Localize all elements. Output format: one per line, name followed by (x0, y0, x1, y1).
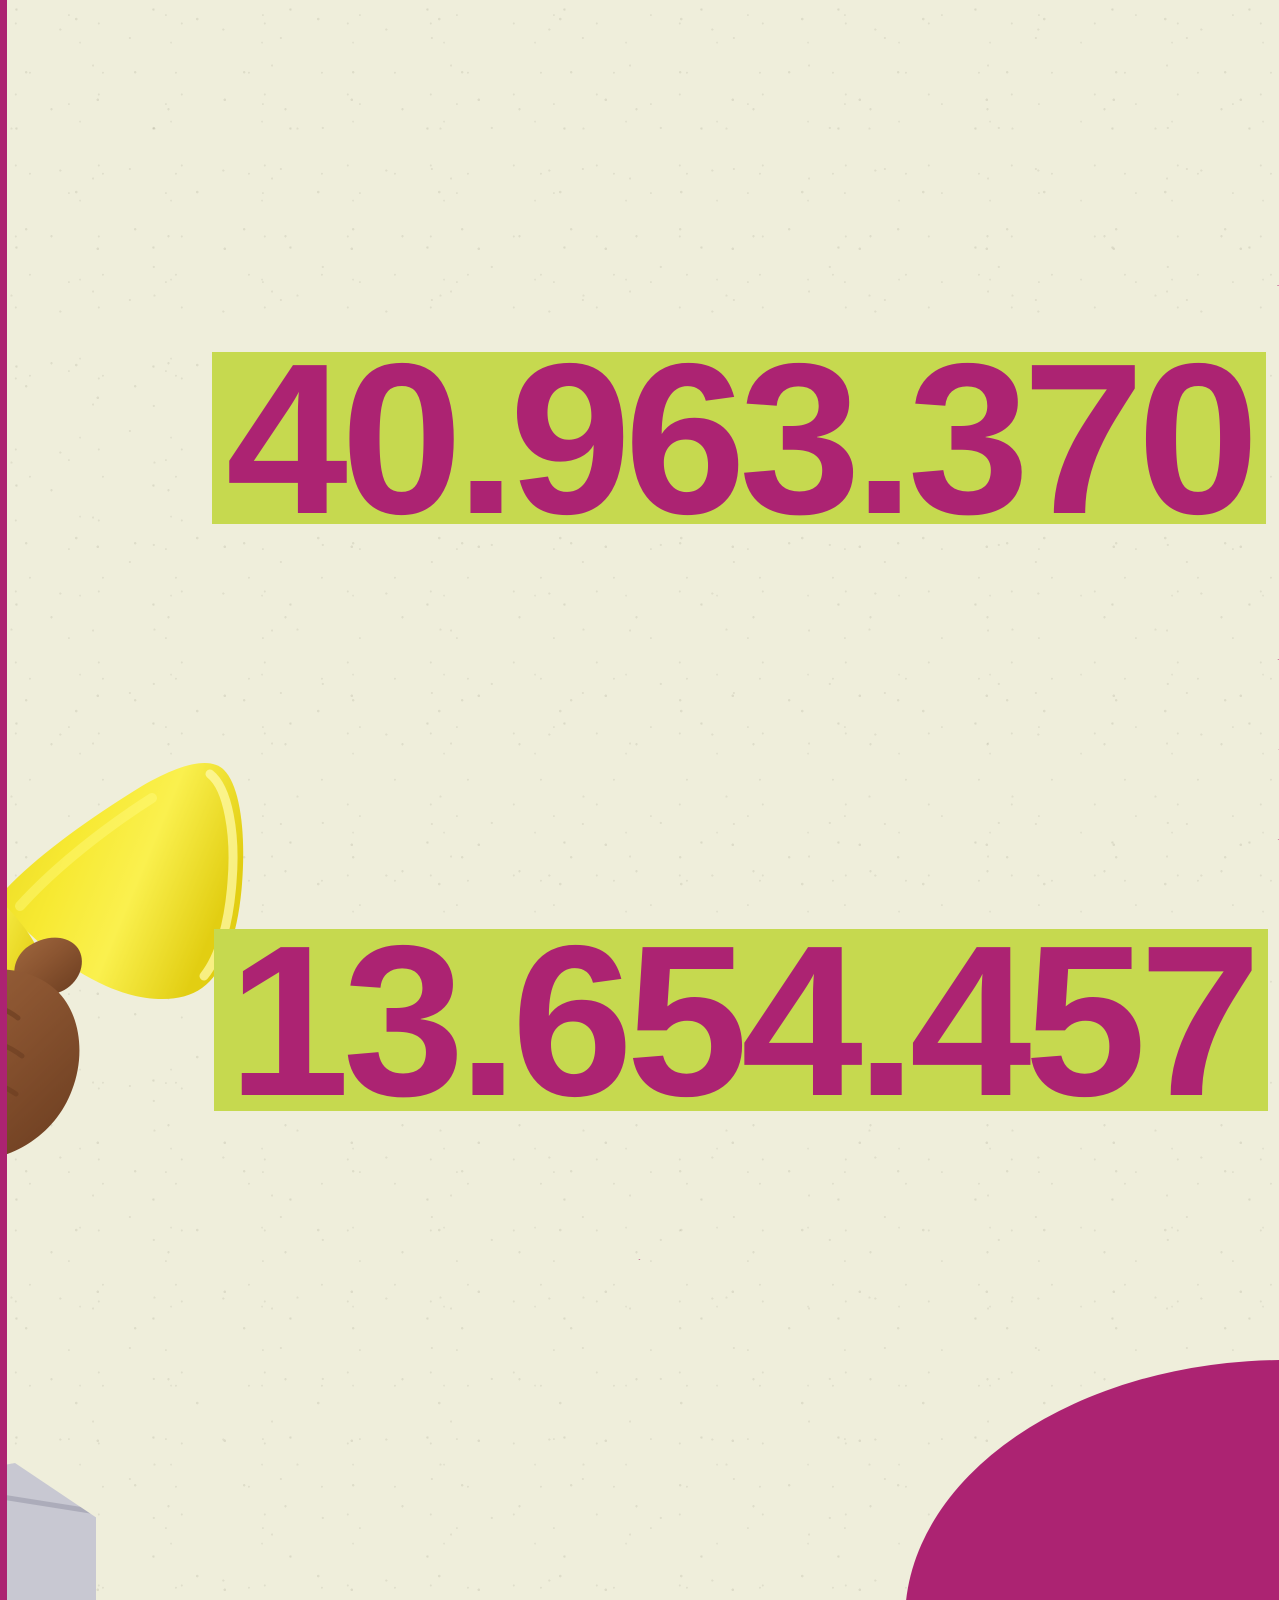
headline-line-3: Para que la consulta propuesta (0, 622, 1279, 700)
figure-band-census: 40.963.370 (212, 331, 1266, 546)
threshold-figure: 13.654.457 (227, 899, 1261, 1141)
headline-line-2: personas. (0, 536, 1279, 610)
headline-line-4: por el presidente Petro sea (0, 712, 1279, 790)
figure-band-threshold: 13.654.457 (214, 913, 1268, 1128)
headline-line-5: válida, al menos (0, 802, 1279, 880)
corner-circle-decoration (905, 1360, 1279, 1600)
hand (0, 969, 80, 1157)
headline-line-1: El censo electoral actual es (0, 248, 1279, 326)
headline-line-7: independientemente de su elección. (0, 1222, 1279, 1300)
headline-line-6: ciudadanos deben votar, (0, 1140, 1279, 1214)
census-figure: 40.963.370 (225, 317, 1259, 559)
left-edge-rule (0, 0, 7, 1600)
